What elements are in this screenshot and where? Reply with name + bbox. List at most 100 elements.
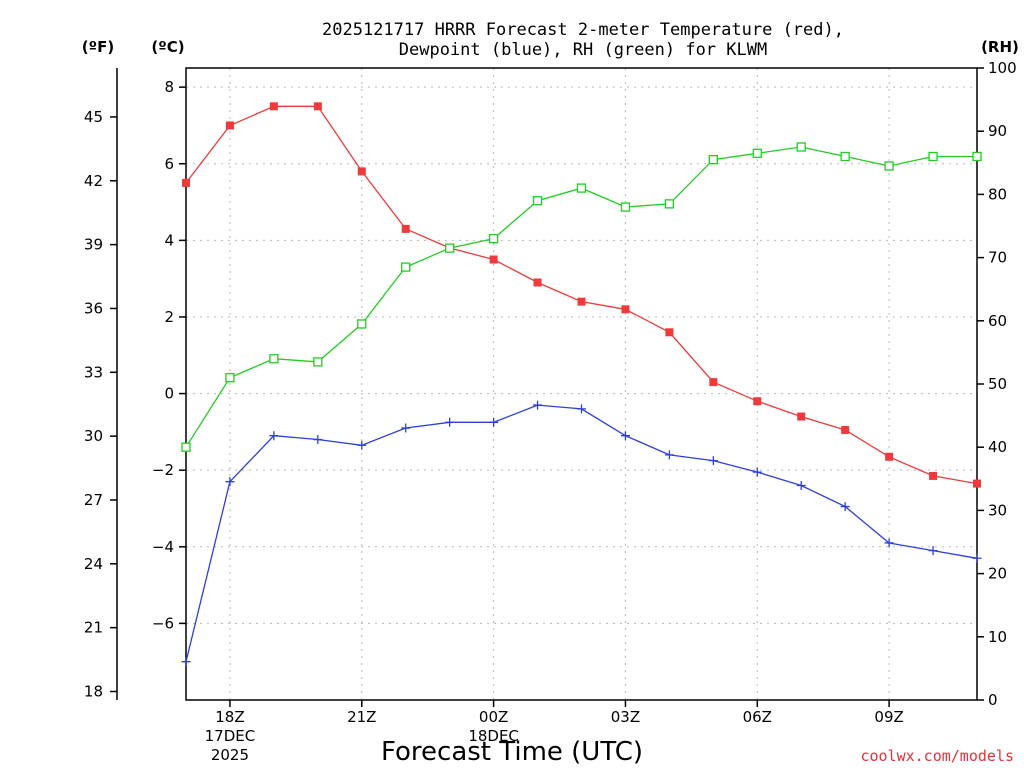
rh-point bbox=[796, 142, 806, 152]
rh-tick-label: 20 bbox=[988, 565, 1007, 583]
temperature-point bbox=[621, 305, 630, 314]
rh-point bbox=[488, 233, 499, 244]
celsius-tick-label: 8 bbox=[164, 78, 174, 96]
rh-tick-label: 30 bbox=[988, 501, 1007, 519]
dewpoint-point bbox=[664, 450, 674, 460]
rh-axis: 0 10 20 30 40 50 60 70 80 90 100 bbox=[977, 59, 1017, 709]
rh-tick-label: 60 bbox=[988, 312, 1007, 330]
rh-point bbox=[357, 319, 367, 329]
credit-text: coolwx.com/models bbox=[860, 747, 1014, 765]
celsius-tick-label: 4 bbox=[164, 231, 174, 249]
temperature-point bbox=[753, 397, 762, 406]
temperature-point bbox=[489, 255, 498, 264]
fahrenheit-axis: 18 21 24 27 30 33 36 39 42 45 bbox=[84, 108, 117, 700]
celsius-tick-label: −6 bbox=[152, 614, 174, 632]
x-tick-year-label: 2025 bbox=[211, 746, 249, 764]
rh-point bbox=[752, 148, 762, 158]
dewpoint-point bbox=[181, 657, 191, 667]
x-axis-title: Forecast Time (UTC) bbox=[381, 737, 643, 767]
fahrenheit-tick-label: 18 bbox=[84, 682, 103, 700]
x-tick-date-label: 17DEC bbox=[205, 727, 256, 745]
dewpoint-point bbox=[708, 456, 718, 466]
dewpoint-point bbox=[445, 417, 455, 427]
dewpoint-point bbox=[840, 502, 850, 512]
temperature-point bbox=[269, 102, 278, 111]
rh-point bbox=[225, 373, 235, 383]
gridlines bbox=[186, 68, 977, 700]
rh-point bbox=[445, 243, 455, 253]
unit-rh: (RH) bbox=[981, 38, 1019, 56]
dewpoint-point bbox=[533, 400, 543, 410]
temperature-point bbox=[313, 102, 322, 111]
celsius-tick-label: −4 bbox=[152, 538, 174, 556]
rh-tick-label: 90 bbox=[988, 122, 1007, 140]
dewpoint-point bbox=[928, 546, 938, 556]
temperature-line bbox=[185, 105, 978, 485]
temperature-point bbox=[401, 224, 410, 233]
rh-point bbox=[708, 154, 718, 165]
fahrenheit-tick-label: 27 bbox=[84, 491, 103, 509]
rh-point bbox=[401, 262, 411, 272]
x-tick-label: 00Z bbox=[479, 708, 508, 726]
celsius-tick-label: 6 bbox=[164, 155, 174, 173]
fahrenheit-tick-label: 30 bbox=[84, 427, 103, 445]
dewpoint-point bbox=[972, 553, 982, 563]
fahrenheit-tick-label: 36 bbox=[84, 299, 103, 317]
temperature-point bbox=[182, 178, 190, 187]
temperature-point bbox=[665, 328, 674, 337]
x-tick-label: 09Z bbox=[874, 708, 903, 726]
dewpoint-point bbox=[401, 423, 411, 433]
celsius-axis: −6 −4 −2 0 2 4 6 8 bbox=[152, 78, 186, 632]
unit-celsius: (ºC) bbox=[151, 38, 184, 56]
dewpoint-point bbox=[225, 477, 235, 487]
rh-tick-label: 100 bbox=[988, 59, 1017, 77]
temperature-point bbox=[709, 378, 718, 387]
unit-fahrenheit: (ºF) bbox=[82, 38, 114, 56]
rh-point bbox=[576, 183, 587, 193]
rh-point bbox=[269, 354, 279, 364]
dewpoint-point bbox=[357, 440, 367, 450]
fahrenheit-tick-label: 24 bbox=[84, 555, 103, 573]
dewpoint-point bbox=[269, 431, 279, 441]
x-tick-label: 03Z bbox=[611, 708, 640, 726]
rh-point bbox=[313, 357, 323, 367]
fahrenheit-tick-label: 42 bbox=[84, 172, 103, 190]
chart-title-line1: 2025121717 HRRR Forecast 2-meter Tempera… bbox=[322, 20, 844, 40]
plot-frame bbox=[185, 67, 978, 701]
celsius-tick-label: −2 bbox=[152, 461, 174, 479]
celsius-tick-label: 2 bbox=[164, 308, 174, 326]
rh-point bbox=[620, 202, 631, 212]
rh-point bbox=[928, 151, 938, 162]
temperature-point bbox=[885, 452, 894, 461]
dewpoint-point bbox=[577, 404, 586, 414]
x-tick-label: 21Z bbox=[347, 708, 376, 726]
temperature-point bbox=[841, 425, 850, 434]
rh-point bbox=[664, 199, 675, 209]
rh-point bbox=[840, 151, 850, 162]
temperature-point bbox=[973, 479, 981, 488]
dewpoint-point bbox=[796, 481, 806, 491]
fahrenheit-tick-label: 39 bbox=[84, 236, 103, 254]
celsius-tick-label: 0 bbox=[164, 385, 174, 403]
dewpoint-point bbox=[489, 417, 499, 427]
temperature-point bbox=[577, 297, 586, 306]
rh-tick-label: 10 bbox=[988, 628, 1007, 646]
rh-point bbox=[972, 151, 982, 162]
chart-title-line2: Dewpoint (blue), RH (green) for KLWM bbox=[399, 40, 767, 60]
dewpoint-point bbox=[752, 467, 762, 477]
temperature-point bbox=[225, 121, 234, 130]
dewpoint-point bbox=[884, 538, 894, 548]
temperature-point bbox=[533, 278, 542, 287]
temperature-point bbox=[797, 412, 806, 421]
temperature-point bbox=[929, 471, 938, 480]
temperature-point bbox=[357, 167, 366, 176]
rh-tick-label: 40 bbox=[988, 438, 1007, 456]
x-tick-date-label: 18DEC bbox=[468, 727, 519, 745]
fahrenheit-tick-label: 21 bbox=[84, 619, 103, 637]
dewpoint-point bbox=[620, 431, 630, 441]
rh-point bbox=[884, 161, 894, 171]
x-tick-label: 18Z bbox=[215, 708, 244, 726]
dewpoint-point bbox=[313, 435, 323, 445]
